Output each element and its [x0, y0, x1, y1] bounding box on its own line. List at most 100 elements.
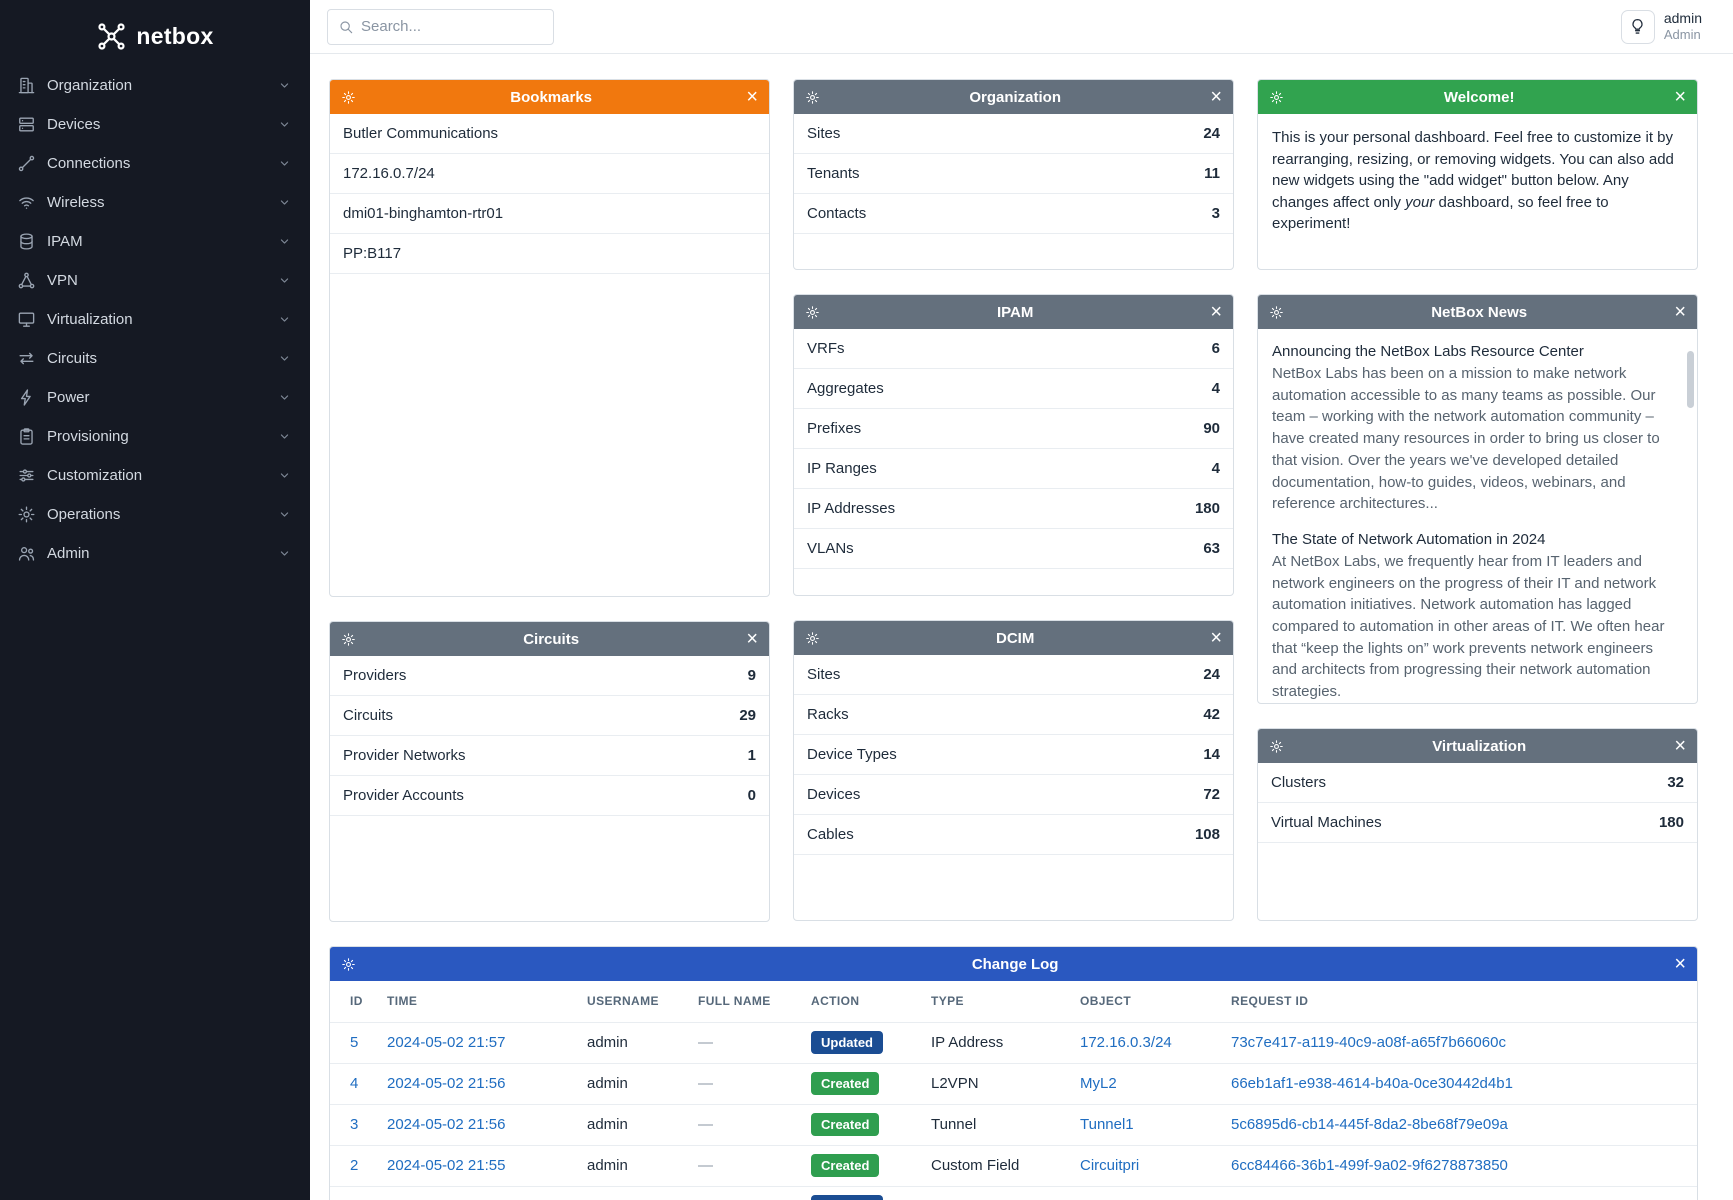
changelog-row: 5 2024-05-02 21:57 admin — Updated IP Address…	[330, 1021, 1697, 1063]
sidebar-item-customization[interactable]: Customization	[0, 456, 310, 495]
close-icon[interactable]: ×	[1210, 301, 1222, 323]
change-time-link[interactable]: 2024-05-02 21:56	[387, 1075, 506, 1092]
stat-label[interactable]: Tenants	[807, 165, 860, 182]
close-icon[interactable]: ×	[746, 86, 758, 108]
gear-icon[interactable]	[1269, 739, 1284, 754]
change-request-link[interactable]: 66eb1af1-e938-4614-b40a-0ce30442d4b1	[1231, 1075, 1513, 1092]
stat-value: 24	[1203, 666, 1220, 683]
sidebar-item-devices[interactable]: Devices	[0, 105, 310, 144]
user-menu[interactable]: admin Admin	[1620, 9, 1702, 44]
stat-value: 4	[1211, 380, 1220, 397]
theme-toggle-button[interactable]	[1620, 9, 1655, 44]
close-icon[interactable]: ×	[1210, 86, 1222, 108]
stat-label[interactable]: Aggregates	[807, 380, 884, 397]
brand[interactable]: netbox	[0, 0, 310, 58]
change-object-link[interactable]: Circuitpri	[1080, 1157, 1140, 1174]
stat-label[interactable]: Provider Accounts	[343, 787, 464, 804]
stat-list: Sites 24 Tenants 11 Contacts 3	[794, 114, 1233, 234]
news-title[interactable]: The State of Network Automation in 2024	[1272, 530, 1546, 548]
main-area: admin Admin Bookmarks × Butler C	[310, 0, 1733, 1200]
bookmark-item[interactable]: Butler Communications	[330, 114, 769, 154]
sidebar-item-operations[interactable]: Operations	[0, 495, 310, 534]
gear-icon[interactable]	[805, 305, 820, 320]
change-id-link[interactable]: 4	[350, 1075, 359, 1092]
change-id-link[interactable]: 2	[350, 1157, 359, 1174]
change-fullname: —	[688, 1103, 801, 1145]
change-username: admin	[577, 1062, 688, 1104]
stat-label[interactable]: Cables	[807, 826, 854, 843]
widget-dcim: DCIM × Sites 24 Racks 42 Device Types 14 Devic…	[793, 620, 1234, 921]
gear-icon[interactable]	[805, 90, 820, 105]
change-request-link[interactable]: 73c7e417-a119-40c9-a08f-a65f7b66060c	[1231, 1034, 1506, 1051]
stat-label[interactable]: IP Ranges	[807, 460, 877, 477]
sidebar-item-organization[interactable]: Organization	[0, 66, 310, 105]
change-time-link[interactable]: 2024-05-02 21:55	[387, 1157, 506, 1174]
gear-icon[interactable]	[341, 90, 356, 105]
close-icon[interactable]: ×	[1674, 86, 1686, 108]
close-icon[interactable]: ×	[1210, 627, 1222, 649]
change-time-link[interactable]: 2024-05-02 21:56	[387, 1116, 506, 1133]
stat-label[interactable]: Racks	[807, 706, 849, 723]
gear-icon[interactable]	[805, 631, 820, 646]
bookmark-item[interactable]: PP:B117	[330, 234, 769, 274]
sidebar-item-connections[interactable]: Connections	[0, 144, 310, 183]
change-id-link[interactable]: 5	[350, 1034, 359, 1051]
gear-icon[interactable]	[341, 632, 356, 647]
stat-label[interactable]: Sites	[807, 666, 841, 683]
stat-label[interactable]: Clusters	[1271, 774, 1327, 791]
close-icon[interactable]: ×	[746, 628, 758, 650]
lightbulb-icon	[1628, 17, 1647, 36]
change-fullname: —	[688, 1062, 801, 1104]
stat-row: Clusters 32	[1258, 763, 1697, 803]
change-object-link[interactable]: Tunnel1	[1080, 1116, 1134, 1133]
bookmark-item[interactable]: dmi01-binghamton-rtr01	[330, 194, 769, 234]
change-time-link[interactable]: 2024-05-02 21:57	[387, 1034, 506, 1051]
sidebar-item-virtualization[interactable]: Virtualization	[0, 300, 310, 339]
change-request-link[interactable]: 5c6895d6-cb14-445f-8da2-8be68f79e09a	[1231, 1116, 1508, 1133]
chevron-down-icon	[277, 429, 292, 444]
close-icon[interactable]: ×	[1674, 953, 1686, 975]
column-header-action: ACTION	[811, 994, 860, 1009]
stat-label[interactable]: Device Types	[807, 746, 897, 763]
change-type: Site	[921, 1185, 1070, 1200]
stat-label[interactable]: Devices	[807, 786, 861, 803]
sidebar-item-provisioning[interactable]: Provisioning	[0, 417, 310, 456]
close-icon[interactable]: ×	[1674, 301, 1686, 323]
change-object-link[interactable]: MyL2	[1080, 1075, 1117, 1092]
bookmark-item[interactable]: 172.16.0.7/24	[330, 154, 769, 194]
sidebar-item-admin[interactable]: Admin	[0, 534, 310, 573]
stat-label[interactable]: Provider Networks	[343, 747, 466, 764]
stat-label[interactable]: Contacts	[807, 205, 867, 222]
sidebar-item-wireless[interactable]: Wireless	[0, 183, 310, 222]
stat-value: 4	[1211, 460, 1220, 477]
stat-label[interactable]: Sites	[807, 125, 841, 142]
change-object-link[interactable]: 172.16.0.3/24	[1080, 1034, 1172, 1051]
sidebar-item-ipam[interactable]: IPAM	[0, 222, 310, 261]
stat-label[interactable]: Prefixes	[807, 420, 862, 437]
stat-label[interactable]: Virtual Machines	[1271, 814, 1382, 831]
gear-icon[interactable]	[341, 957, 356, 972]
stat-label[interactable]: Providers	[343, 667, 407, 684]
scrollbar[interactable]	[1687, 351, 1694, 408]
stat-label[interactable]: VLANs	[807, 540, 854, 557]
sidebar-item-vpn[interactable]: VPN	[0, 261, 310, 300]
search-input[interactable]	[361, 18, 543, 35]
gear-icon[interactable]	[1269, 90, 1284, 105]
stat-label[interactable]: Circuits	[343, 707, 394, 724]
news-title[interactable]: Announcing the NetBox Labs Resource Cent…	[1272, 343, 1584, 360]
stat-label[interactable]: IP Addresses	[807, 500, 896, 517]
stat-value: 9	[747, 667, 756, 684]
stat-value: 180	[1658, 814, 1684, 831]
gear-icon[interactable]	[1269, 305, 1284, 320]
widget-title: Change Log	[971, 955, 1059, 973]
widget-title: DCIM	[995, 629, 1035, 647]
sidebar-nav: Organization Devices Connections Wireless IP…	[0, 66, 310, 573]
wifi-icon	[17, 193, 36, 212]
sidebar-item-circuits[interactable]: Circuits	[0, 339, 310, 378]
change-id-link[interactable]: 3	[350, 1116, 359, 1133]
change-request-link[interactable]: 6cc84466-36b1-499f-9a02-9f6278873850	[1231, 1157, 1508, 1174]
sidebar-item-power[interactable]: Power	[0, 378, 310, 417]
close-icon[interactable]: ×	[1674, 735, 1686, 757]
news-body: At NetBox Labs, we frequently hear from …	[1272, 552, 1665, 701]
stat-label[interactable]: VRFs	[807, 340, 845, 357]
